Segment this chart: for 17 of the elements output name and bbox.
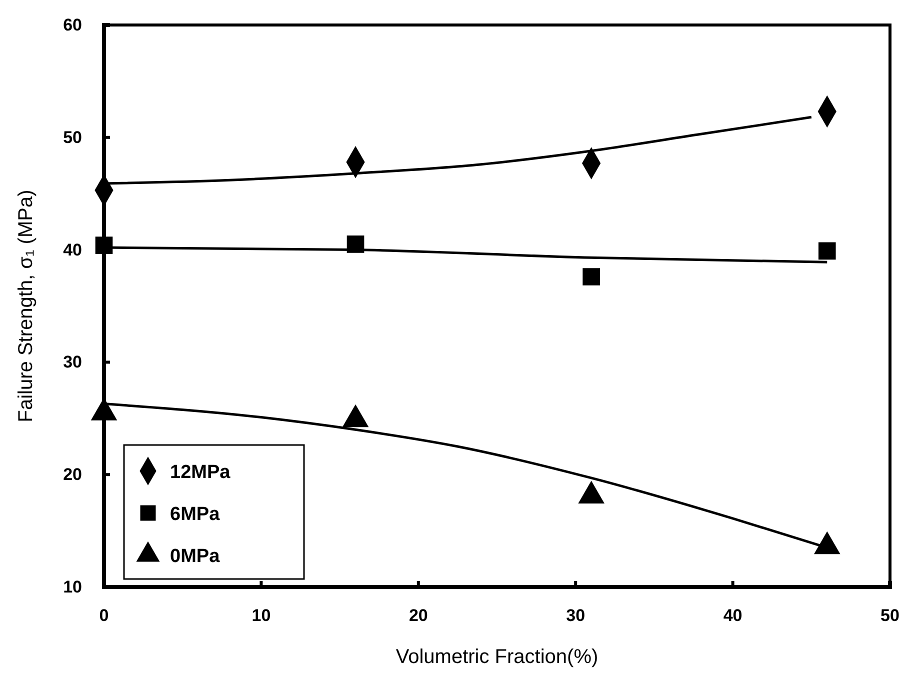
legend-label: 0MPa <box>170 546 220 567</box>
x-axis-title: Volumetric Fraction(%) <box>396 646 598 668</box>
y-tick-label: 20 <box>63 465 82 484</box>
y-axis-title: Failure Strength, σ₁ (MPa) <box>15 190 37 422</box>
x-tick-label: 20 <box>408 606 428 626</box>
x-tick-label: 0 <box>99 606 109 626</box>
x-tick-label: 40 <box>723 606 742 626</box>
legend-label: 12MPa <box>170 462 231 483</box>
y-tick-label: 40 <box>63 240 82 260</box>
y-tick-label: 30 <box>63 352 82 372</box>
x-tick-label: 30 <box>566 606 586 626</box>
x-tick-label: 50 <box>880 606 900 626</box>
y-tick-label: 60 <box>63 15 82 34</box>
y-tick-label: 10 <box>63 577 82 596</box>
x-tick-label: 10 <box>252 606 271 626</box>
y-tick-label: 50 <box>63 128 82 147</box>
legend-label: 6MPa <box>170 504 220 525</box>
